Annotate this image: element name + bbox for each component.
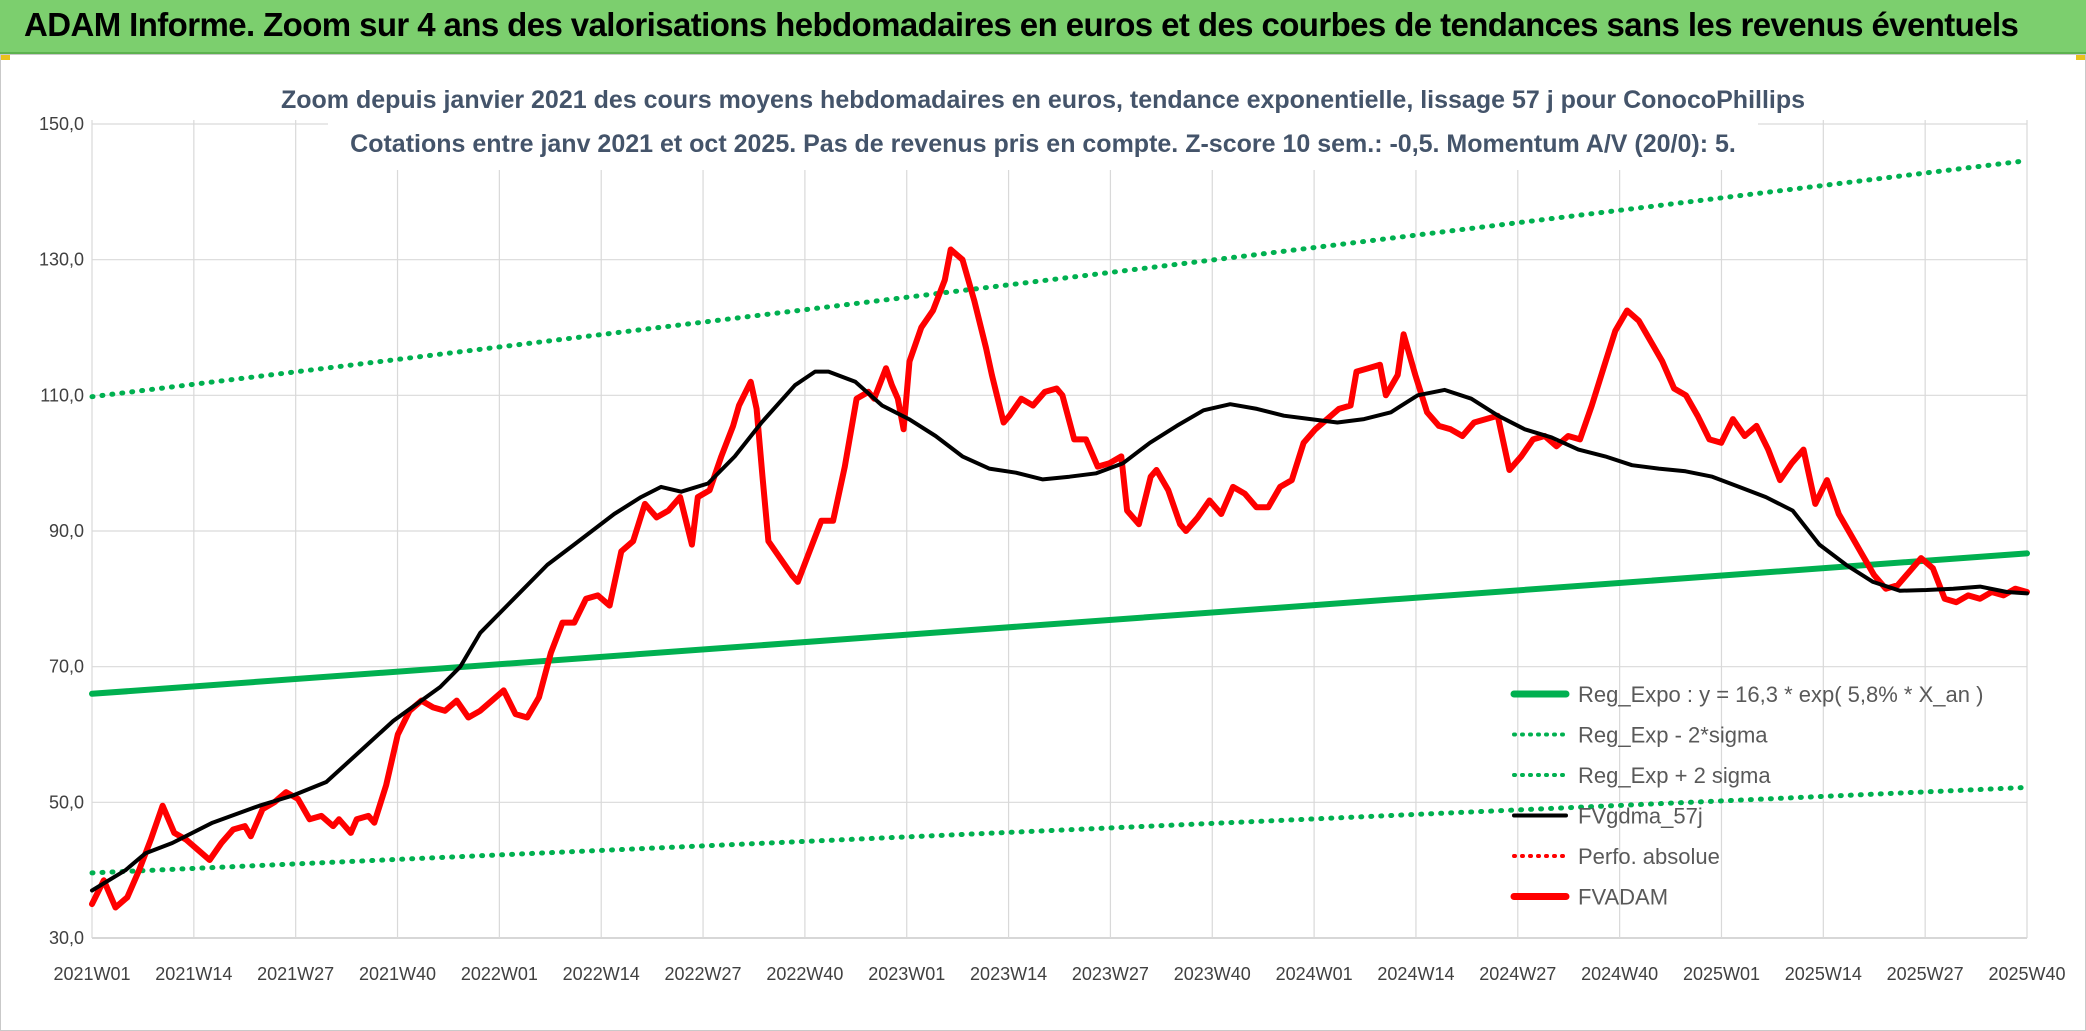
- series-line: [89, 246, 2030, 911]
- chart-title: Zoom depuis janvier 2021 des cours moyen…: [281, 86, 1805, 114]
- x-tick-label: 2021W01: [53, 964, 130, 984]
- x-axis-ticks: 2021W01 2021W14 2021W27 2021W40 2022W01 2022W…: [53, 964, 2065, 984]
- y-tick-label: 110,0: [40, 385, 84, 405]
- series-line: [90, 369, 2029, 893]
- x-tick-label: 2025W27: [1887, 964, 1964, 984]
- y-tick-label: 150,0: [39, 114, 84, 134]
- y-tick-label: 70,0: [49, 657, 84, 677]
- x-tick-label: 2025W40: [1988, 964, 2065, 984]
- x-tick-label: 2022W01: [461, 964, 538, 984]
- x-tick-label: 2021W14: [155, 964, 232, 984]
- y-tick-label: 130,0: [39, 250, 84, 270]
- legend-entry: FVADAM: [1578, 885, 1668, 910]
- x-tick-label: 2023W27: [1072, 964, 1149, 984]
- y-tick-label: 50,0: [49, 792, 84, 812]
- y-tick-label: 90,0: [49, 521, 84, 541]
- x-tick-label: 2025W01: [1683, 964, 1760, 984]
- x-tick-label: 2024W14: [1377, 964, 1454, 984]
- x-tick-label: 2024W27: [1479, 964, 1556, 984]
- y-axis-ticks: 30,0 50,0 70,0 90,0 110,0 130,0 150,0: [39, 114, 84, 948]
- x-tick-label: 2022W14: [563, 964, 640, 984]
- corner-mark-right: [2076, 54, 2086, 60]
- series-line: [89, 158, 2030, 400]
- legend-entry: Reg_Exp - 2*sigma: [1578, 723, 1768, 748]
- chart-subtitle: Cotations entre janv 2021 et oct 2025. P…: [350, 130, 1736, 158]
- banner-title: ADAM Informe. Zoom sur 4 ans des valoris…: [24, 6, 2019, 43]
- legend-entry: Perfo. absolue: [1578, 844, 1720, 869]
- gridlines: [91, 120, 2028, 939]
- series-line: [89, 550, 2030, 697]
- x-tick-label: 2022W40: [766, 964, 843, 984]
- corner-mark-left: [0, 54, 10, 60]
- x-tick-label: 2023W40: [1174, 964, 1251, 984]
- x-tick-label: 2021W27: [257, 964, 334, 984]
- x-tick-label: 2021W40: [359, 964, 436, 984]
- legend-entry: FVgdma_57j: [1578, 804, 1703, 829]
- legend: Reg_Expo : y = 16,3 * exp( 5,8% * X_an )…: [1510, 682, 1983, 910]
- x-tick-label: 2022W27: [665, 964, 742, 984]
- legend-entry: Reg_Exp + 2 sigma: [1578, 763, 1771, 788]
- x-tick-label: 2023W01: [868, 964, 945, 984]
- title-background: [328, 78, 1758, 170]
- y-tick-label: 30,0: [49, 928, 84, 948]
- series-line: [89, 784, 2030, 876]
- x-tick-label: 2023W14: [970, 964, 1047, 984]
- report-banner: ADAM Informe. Zoom sur 4 ans des valoris…: [0, 0, 2086, 54]
- legend-entry: Reg_Expo : y = 16,3 * exp( 5,8% * X_an ): [1578, 682, 1983, 707]
- x-tick-label: 2024W40: [1581, 964, 1658, 984]
- series-lines: [89, 158, 2030, 911]
- x-tick-label: 2024W01: [1276, 964, 1353, 984]
- x-tick-label: 2025W14: [1785, 964, 1862, 984]
